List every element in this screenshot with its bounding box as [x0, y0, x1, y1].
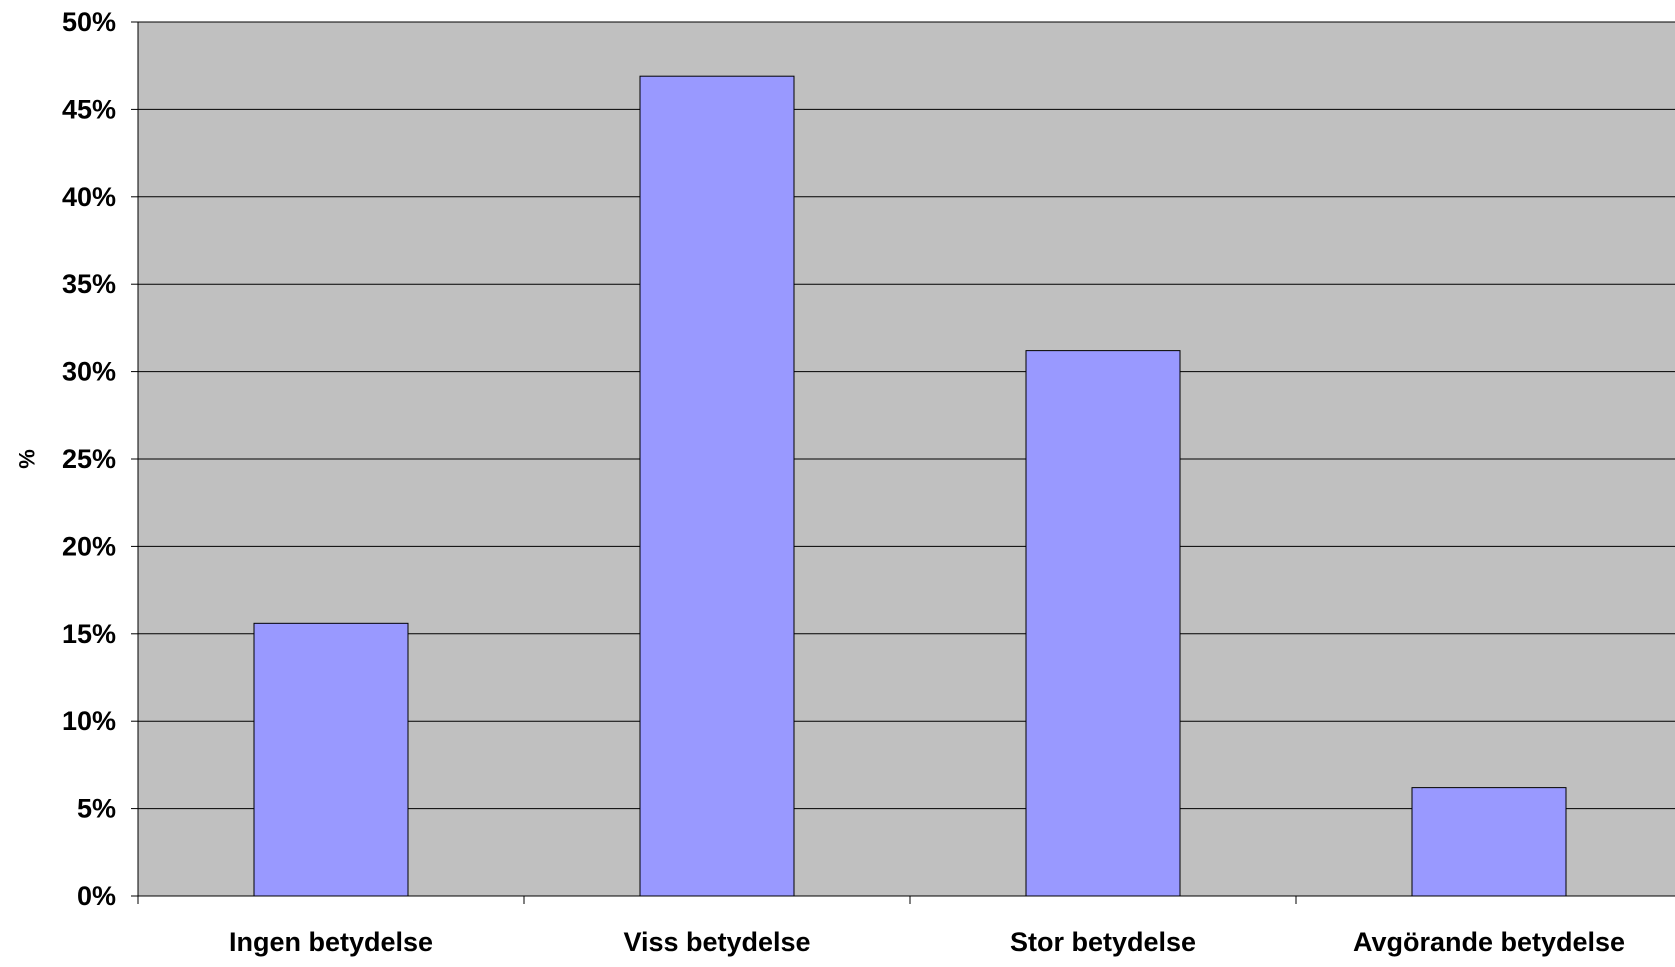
axes: [131, 21, 1675, 904]
y-tick-label: 20%: [62, 531, 116, 561]
bar: [639, 75, 795, 897]
y-tick-labels: 0% 5% 10% 15% 20% 25% 30% 35% 40% 45% 50%: [62, 7, 116, 911]
y-tick-label: 45%: [62, 94, 116, 124]
x-tick-label: Ingen betydelse: [229, 927, 433, 957]
x-tick-label: Viss betydelse: [623, 927, 810, 957]
x-tick-labels: Ingen betydelse Viss betydelse Stor betyde…: [229, 927, 1625, 957]
y-tick-label: 25%: [62, 444, 116, 474]
bar: [1411, 787, 1567, 897]
x-tick-label: Avgörande betydelse: [1353, 927, 1625, 957]
bars: [253, 75, 1567, 897]
x-tick-label: Stor betydelse: [1010, 927, 1196, 957]
y-tick-label: 35%: [62, 269, 116, 299]
bar: [253, 622, 409, 897]
y-tick-label: 40%: [62, 182, 116, 212]
y-tick-label: 30%: [62, 357, 116, 387]
y-tick-label: 50%: [62, 7, 116, 37]
y-axis-label: %: [15, 449, 40, 469]
y-tick-label: 0%: [77, 881, 116, 911]
y-tick-label: 10%: [62, 706, 116, 736]
y-tick-label: 5%: [77, 794, 116, 824]
bar: [1025, 350, 1181, 897]
y-tick-label: 15%: [62, 619, 116, 649]
